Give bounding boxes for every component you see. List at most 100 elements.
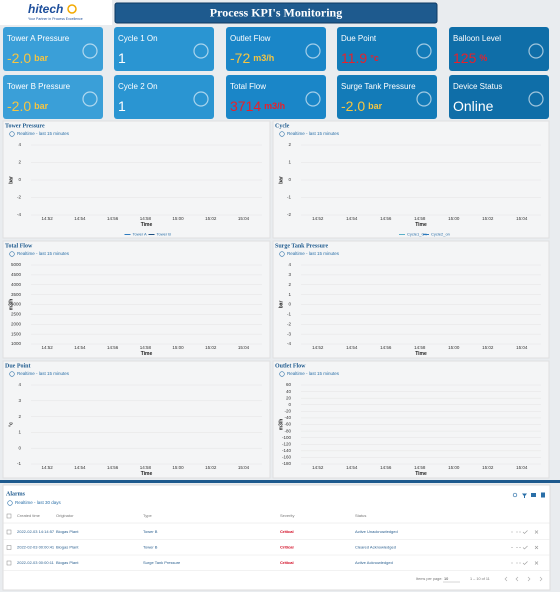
kpi-value: 1	[118, 98, 126, 114]
chart-panel	[272, 360, 550, 479]
clock-icon	[279, 131, 285, 137]
pager-button[interactable]	[539, 576, 543, 582]
more-icon[interactable]	[511, 562, 513, 564]
kpi-value: 125%	[453, 50, 487, 66]
alarm-cell: 2022-02-03 00:00:11	[17, 560, 55, 565]
x-tick-label: 15:02	[205, 465, 217, 470]
x-tick-label: 14:58	[140, 465, 152, 470]
x-tick-label: 14:52	[42, 345, 54, 350]
y-tick-label: 0	[288, 302, 291, 307]
x-tick-label: 14:56	[107, 216, 119, 221]
clock-icon	[279, 251, 285, 257]
more-icon[interactable]	[519, 531, 521, 533]
x-axis-label: Time	[415, 471, 427, 477]
clock-icon	[7, 500, 13, 506]
legend-label: Cycle1_On	[407, 232, 427, 237]
x-tick-label: 15:00	[448, 345, 460, 350]
checkbox[interactable]	[6, 513, 12, 519]
column-header: Type	[143, 513, 152, 518]
x-tick-label: 15:04	[516, 465, 528, 470]
y-axis-label: m3/h	[8, 299, 14, 311]
y-tick-label: 4500	[11, 272, 22, 277]
x-tick-label: 15:00	[448, 465, 460, 470]
more-icon[interactable]	[516, 562, 518, 564]
kpi-icon	[416, 91, 432, 107]
more-icon[interactable]	[519, 547, 521, 548]
more-icon[interactable]	[511, 531, 513, 533]
kpi-icon	[193, 91, 209, 107]
x-tick-label: 14:54	[346, 216, 358, 221]
x-tick-label: 14:58	[140, 216, 152, 221]
alarm-cell: Biogas Plant	[56, 545, 79, 550]
kpi-tile	[449, 75, 549, 119]
kpi-tile	[337, 75, 437, 119]
kpi-unit: bar	[34, 53, 49, 63]
x-tick-label: 15:04	[238, 345, 250, 350]
kpi-value: -2.0 bar	[7, 50, 49, 66]
x-tick-label: 15:04	[516, 345, 528, 350]
kpi-label: Total Flow	[230, 82, 266, 91]
x-tick-label: 14:58	[414, 216, 426, 221]
alarm-cell: Tower B	[143, 545, 158, 550]
ack-icon[interactable]	[522, 530, 528, 534]
kpi-icon	[305, 91, 321, 107]
x-tick-label: 14:54	[74, 345, 86, 350]
y-tick-label: 2	[288, 282, 291, 287]
logo-tagline: Your Partner in Process Excellence	[28, 17, 83, 21]
checkbox[interactable]	[6, 560, 12, 566]
ack-icon[interactable]	[522, 545, 528, 550]
alarms-title: Alarms	[6, 491, 26, 497]
y-tick-label: 2	[288, 142, 291, 147]
y-tick-label: -1	[287, 312, 291, 317]
column-header: Severity	[280, 513, 294, 518]
clear-icon[interactable]	[534, 561, 539, 565]
checkbox[interactable]	[6, 545, 12, 550]
more-icon[interactable]	[516, 547, 518, 548]
alarm-cell: Biogas Plant	[56, 529, 79, 534]
kpi-value: 3714 m3/h	[230, 98, 285, 114]
y-tick-label: 5000	[11, 262, 22, 267]
chart-panel	[272, 240, 550, 359]
x-tick-label: 15:02	[482, 465, 494, 470]
ack-icon[interactable]	[522, 561, 528, 565]
y-tick-label: 2500	[11, 312, 22, 317]
kpi-number: 3714	[230, 98, 261, 114]
x-axis-label: Time	[415, 222, 427, 228]
checkbox[interactable]	[6, 529, 12, 535]
filter-icon[interactable]	[522, 493, 527, 499]
chart-panel	[2, 360, 271, 479]
clock-icon	[9, 251, 15, 257]
chart-title: Total Flow	[5, 243, 33, 249]
page-size[interactable]: 10	[444, 577, 448, 581]
x-tick-label: 14:54	[74, 216, 86, 221]
y-tick-label: -1	[287, 195, 291, 200]
export-icon[interactable]	[541, 492, 545, 498]
alarms-subtitle[interactable]: Realtime - last 30 days	[15, 500, 62, 505]
y-axis-label: m3/h	[278, 419, 284, 431]
pager-button[interactable]	[515, 576, 519, 582]
pager-button[interactable]	[504, 576, 508, 582]
kpi-number: 1	[118, 50, 126, 66]
y-tick-label: 4	[18, 142, 21, 147]
pager-button[interactable]	[527, 576, 531, 582]
x-tick-label: 14:56	[380, 216, 392, 221]
y-tick-label: 2000	[11, 321, 22, 326]
x-axis-label: Time	[141, 222, 153, 228]
chart-title: Outlet Flow	[275, 363, 306, 369]
clear-icon[interactable]	[534, 545, 539, 550]
more-icon[interactable]	[516, 531, 518, 533]
x-tick-label: 15:04	[516, 216, 528, 221]
clear-icon[interactable]	[534, 530, 539, 534]
y-axis-label: bar	[8, 176, 14, 184]
x-tick-label: 15:04	[238, 465, 250, 470]
kpi-unit: m3/h	[253, 53, 274, 63]
y-tick-label: 3	[18, 398, 21, 403]
columns-icon[interactable]	[531, 493, 536, 497]
search-icon[interactable]	[512, 492, 518, 498]
kpi-label: Tower B Pressure	[7, 82, 71, 91]
kpi-tile	[226, 75, 326, 119]
more-icon[interactable]	[519, 562, 521, 564]
kpi-label: Due Point	[341, 34, 377, 43]
more-icon[interactable]	[511, 547, 513, 548]
kpi-unit: bar	[34, 101, 49, 111]
